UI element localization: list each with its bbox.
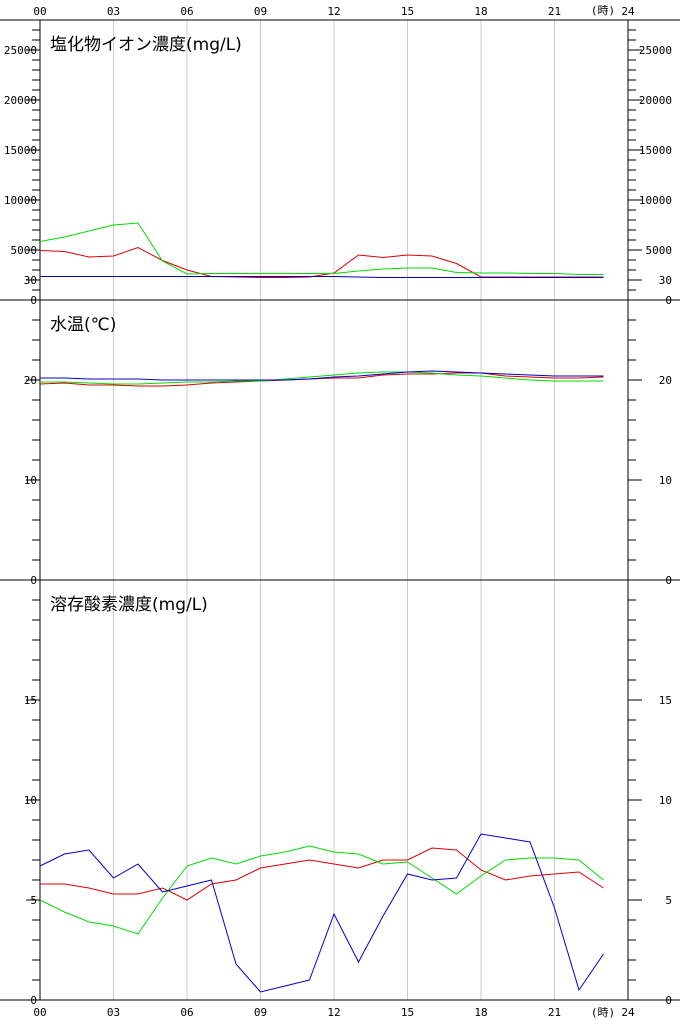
top-x-unit-label: (時) — [591, 4, 615, 17]
bottom-x-tick-label: 03 — [107, 1006, 120, 1019]
panel-title: 塩化物イオン濃度(mg/L) — [50, 35, 242, 55]
bottom-x-tick-label: 21 — [548, 1006, 561, 1019]
chart-panel-2: 00101020203030水温(℃) — [24, 274, 672, 587]
bottom-x-tick-label: 24 — [621, 1006, 635, 1019]
y-tick-label-right: 10 — [659, 474, 672, 487]
y-tick-label-right: 10000 — [639, 194, 672, 207]
series-line-red — [40, 847, 604, 901]
y-tick-label-left: 15 — [24, 694, 37, 707]
bottom-x-tick-label: 06 — [180, 1006, 193, 1019]
y-tick-label-left: 25000 — [4, 44, 37, 57]
y-tick-label-left: 10 — [24, 794, 37, 807]
y-tick-label-right: 15000 — [639, 144, 672, 157]
y-tick-label-right: 25000 — [639, 44, 672, 57]
y-tick-label-left: 10 — [24, 474, 37, 487]
y-tick-label-right: 5 — [665, 894, 672, 907]
y-tick-label-right: 20000 — [639, 94, 672, 107]
y-tick-label-left: 5 — [30, 894, 37, 907]
panel-title: 水温(℃) — [50, 315, 116, 335]
top-x-tick-label: 24 — [621, 5, 635, 18]
top-x-tick-label: 15 — [401, 5, 414, 18]
bottom-x-tick-label: 12 — [327, 1006, 340, 1019]
chart-panels: 0050005000100001000015000150002000020000… — [0, 19, 680, 1007]
top-x-tick-label: 09 — [254, 5, 267, 18]
top-x-tick-label: 18 — [474, 5, 487, 18]
bottom-x-tick-label: 18 — [474, 1006, 487, 1019]
y-tick-label-right: 15 — [659, 694, 672, 707]
top-time-axis: 00 03 06 09 12 15 18 21 24 (時) — [33, 4, 635, 18]
series-line-blue — [40, 276, 604, 278]
y-tick-label-left: 10000 — [4, 194, 37, 207]
chart-panel-3: 005510101515溶存酸素濃度(mg/L) — [24, 580, 672, 1007]
series-line-green — [40, 371, 604, 385]
y-tick-label-left: 5000 — [11, 244, 38, 257]
bottom-time-axis: 00 03 06 09 12 15 18 21 24 (時) — [33, 1006, 635, 1019]
bottom-x-unit-label: (時) — [591, 1006, 615, 1019]
y-tick-label-left: 20000 — [4, 94, 37, 107]
series-line-blue — [39, 833, 604, 993]
panel-title: 溶存酸素濃度(mg/L) — [50, 595, 208, 615]
y-tick-label-left: 20 — [24, 374, 37, 387]
series-line-green — [39, 845, 604, 935]
y-tick-label-right: 10 — [659, 794, 672, 807]
series-line-green — [39, 222, 604, 275]
top-x-tick-label: 00 — [33, 5, 46, 18]
top-x-tick-label: 03 — [107, 5, 120, 18]
y-tick-label-right: 5000 — [646, 244, 673, 257]
y-tick-label-left: 15000 — [4, 144, 37, 157]
top-x-tick-label: 21 — [548, 5, 561, 18]
y-tick-label-right: 20 — [659, 374, 672, 387]
series-line-blue — [40, 370, 604, 381]
chart-panel-1: 0050005000100001000015000150002000020000… — [4, 20, 672, 307]
bottom-x-tick-label: 15 — [401, 1006, 414, 1019]
y-tick-label-right: 30 — [659, 274, 672, 287]
bottom-x-tick-label: 09 — [254, 1006, 267, 1019]
y-tick-label-left: 30 — [24, 274, 37, 287]
bottom-x-tick-label: 00 — [33, 1006, 46, 1019]
top-x-tick-label: 12 — [327, 5, 340, 18]
top-x-tick-label: 06 — [180, 5, 193, 18]
